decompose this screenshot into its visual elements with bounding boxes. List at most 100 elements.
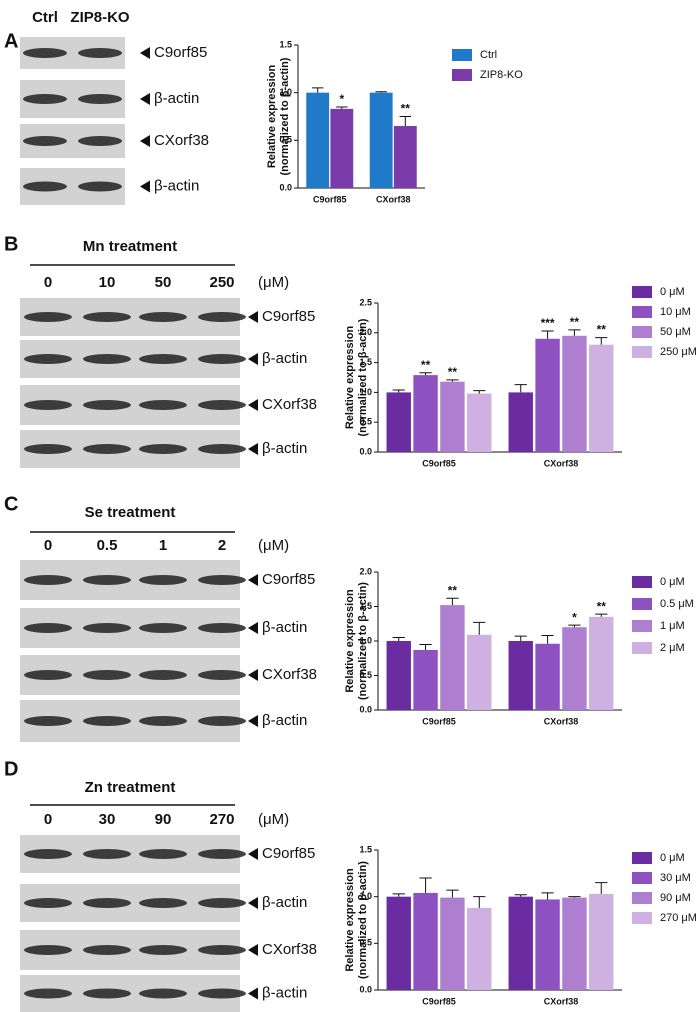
arrow [248, 311, 258, 323]
band [23, 136, 67, 146]
lane-label: 90 [155, 811, 172, 828]
error-bar [541, 634, 554, 644]
y-axis-label: Relative expression [344, 589, 356, 693]
arrow [248, 944, 258, 956]
panel-letter: D [4, 758, 18, 780]
lane-label: 250 [209, 274, 234, 291]
lane-label: 0 [44, 811, 52, 828]
arrow [248, 353, 258, 365]
band [139, 945, 187, 955]
band [24, 988, 72, 999]
legend-swatch [632, 286, 652, 298]
band-label: β-actin [262, 619, 307, 636]
x-tick-label: CXorf38 [544, 458, 579, 468]
legend-label: 0 μM [660, 286, 685, 298]
legend-label: 270 μM [660, 912, 697, 924]
bar [562, 897, 587, 990]
band [24, 400, 72, 410]
bar [386, 641, 411, 710]
error-bar [514, 384, 527, 393]
error-bar [541, 330, 554, 339]
y-tick-label: 0.5 [279, 135, 292, 145]
error-bar [473, 390, 486, 394]
y-axis-label: Relative expression [344, 868, 356, 972]
error-bar [568, 896, 581, 898]
error-bar [446, 379, 459, 382]
lane-label: 2 [218, 537, 226, 554]
unit-label: (μM) [258, 811, 289, 828]
bar [467, 634, 492, 710]
y-axis-label: (normalized to β-actin) [357, 861, 369, 979]
treatment-title: Mn treatment [83, 238, 177, 255]
lane-label: 30 [99, 811, 116, 828]
legend-label: 30 μM [660, 872, 691, 884]
band-label: β-actin [154, 90, 199, 107]
error-bar [375, 91, 387, 93]
band [24, 849, 72, 859]
legend-swatch [632, 852, 652, 864]
band-label: β-actin [262, 984, 307, 1001]
y-tick-label: 0.5 [359, 670, 372, 680]
lane-label: ZIP8-KO [70, 9, 130, 26]
lane-label: 0.5 [97, 537, 118, 554]
significance: ** [597, 323, 607, 337]
x-tick-label: C9orf85 [422, 996, 456, 1006]
bar [413, 649, 438, 710]
band [198, 575, 246, 585]
y-axis-label: (normalized to β-actin) [279, 57, 291, 175]
y-tick-label: 2.0 [359, 566, 372, 576]
x-tick-label: CXorf38 [544, 996, 579, 1006]
lane-label: 1 [159, 537, 167, 554]
band [198, 354, 246, 364]
x-tick-label: C9orf85 [313, 194, 347, 204]
band-label: CXorf38 [262, 941, 317, 958]
band [83, 898, 131, 908]
band-label: β-actin [262, 440, 307, 457]
legend-swatch [452, 69, 472, 81]
band-label: C9orf85 [262, 845, 315, 862]
lane-label: 0 [44, 274, 52, 291]
band [23, 94, 67, 104]
x-tick-label: C9orf85 [422, 716, 456, 726]
band [83, 575, 131, 585]
error-bar [595, 882, 608, 894]
legend-swatch [632, 306, 652, 318]
bar [508, 641, 533, 710]
y-tick-label: 2.0 [359, 327, 372, 337]
band-label: C9orf85 [262, 308, 315, 325]
y-tick-label: 0.0 [279, 182, 292, 192]
error-bar [473, 896, 486, 908]
band [83, 400, 131, 410]
y-tick-label: 0.5 [359, 417, 372, 427]
band [78, 136, 122, 146]
band-label: C9orf85 [154, 44, 207, 61]
band [24, 623, 72, 633]
band-label: β-actin [262, 712, 307, 729]
band [198, 945, 246, 955]
unit-label: (μM) [258, 274, 289, 291]
arrow [248, 669, 258, 681]
band [139, 670, 187, 680]
bar [386, 896, 411, 990]
legend-swatch [632, 598, 652, 610]
panel-letter: C [4, 493, 18, 515]
band [83, 849, 131, 859]
bar [535, 899, 560, 990]
treatment-title: Se treatment [85, 504, 176, 521]
band [83, 945, 131, 955]
band [139, 898, 187, 908]
x-tick-label: C9orf85 [422, 458, 456, 468]
y-tick-label: 1.0 [359, 387, 372, 397]
y-axis-label: Relative expression [344, 326, 356, 430]
error-bar [311, 87, 324, 93]
band-label: β-actin [154, 177, 199, 194]
error-bar [392, 637, 405, 641]
significance: *** [541, 316, 555, 330]
lane-label: 50 [155, 274, 172, 291]
bar [440, 605, 465, 710]
arrow [248, 399, 258, 411]
band [139, 312, 187, 322]
band-label: CXorf38 [262, 666, 317, 683]
x-tick-label: CXorf38 [544, 716, 579, 726]
